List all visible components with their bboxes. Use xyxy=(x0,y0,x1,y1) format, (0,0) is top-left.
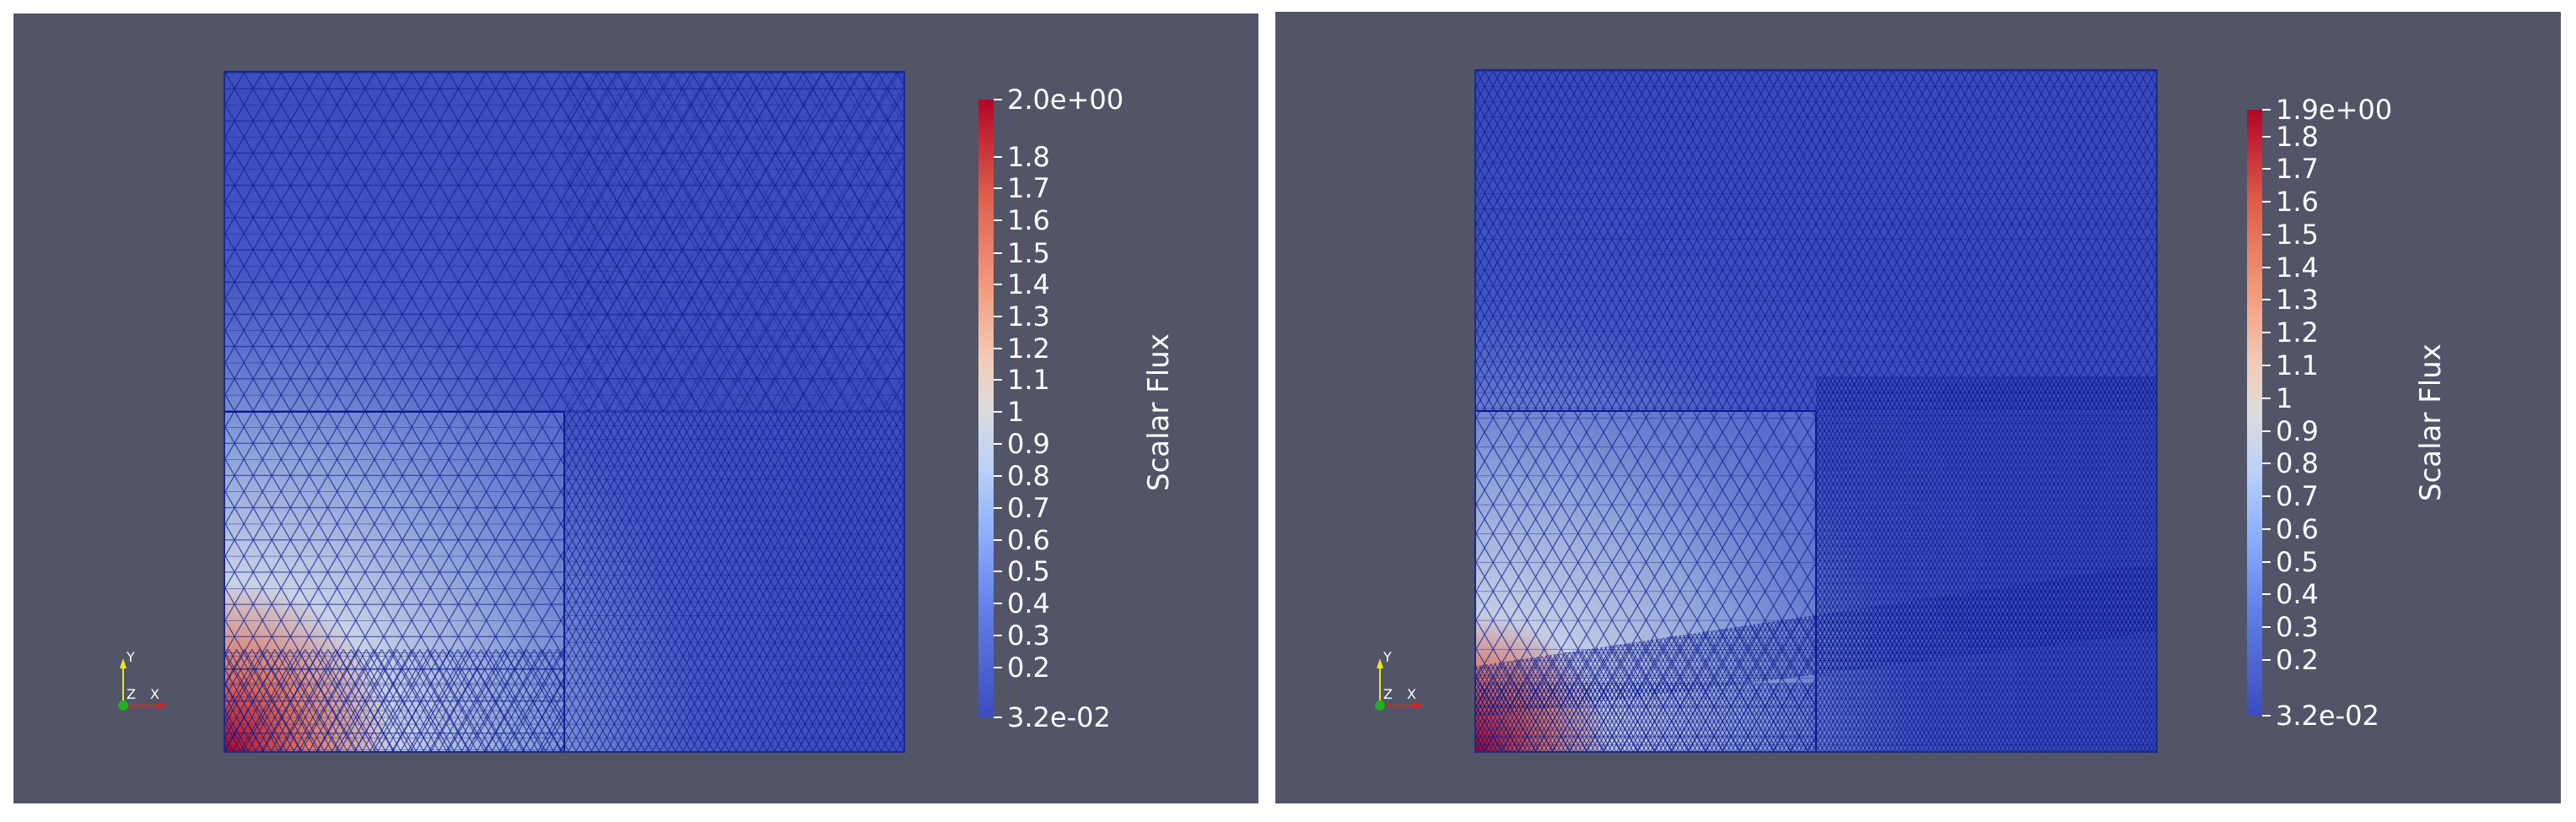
colorbar-title-left: Scalar Flux xyxy=(1142,333,1176,491)
mesh-plot-right[interactable] xyxy=(1474,69,2158,753)
axis-label-x: X xyxy=(1407,686,1416,702)
orientation-axes-right: Y X Z xyxy=(1351,645,1427,721)
axis-label-z: Z xyxy=(1383,686,1393,702)
mesh-render-right xyxy=(1476,71,2156,751)
render-view-left[interactable]: 2.0e+00 1.8 1.7 1.6 1.5 1.4 1.3 1.2 1.1 … xyxy=(13,14,1258,803)
mesh-render-left xyxy=(225,73,903,751)
mesh-plot-left[interactable] xyxy=(224,71,905,753)
render-view-right[interactable]: 1.9e+00 1.8 1.7 1.6 1.5 1.4 1.3 1.2 1.1 … xyxy=(1275,12,2561,803)
colorbar-right[interactable]: 1.9e+00 1.8 1.7 1.6 1.5 1.4 1.3 1.2 1.1 … xyxy=(2247,94,2392,732)
axis-label-z: Z xyxy=(127,686,136,702)
colorbar-left[interactable]: 2.0e+00 1.8 1.7 1.6 1.5 1.4 1.3 1.2 1.1 … xyxy=(978,84,1124,733)
colorbar-title-right: Scalar Flux xyxy=(2414,343,2448,501)
axis-label-y: Y xyxy=(126,649,135,665)
axis-label-x: X xyxy=(150,686,159,702)
axis-label-y: Y xyxy=(1382,649,1392,665)
orientation-axes-left: Y X Z xyxy=(94,645,170,721)
